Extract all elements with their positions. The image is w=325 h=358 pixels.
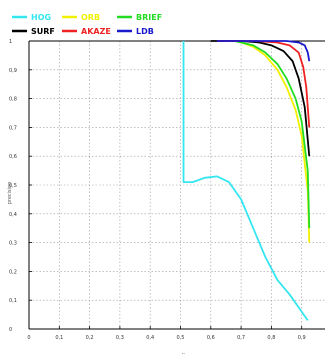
data-series [182,40,311,321]
y-tick-label: 0,8 [9,97,17,103]
y-tick-label: 0,9 [9,68,17,74]
y-tick-label: 1 [9,39,12,45]
legend-label-brief: BRIEF [136,13,162,22]
axes: 0 0,1 0,2 0,3 0,4 0,5 0,6 0,7 0,8 0,9 1 0 0,1 0,2 0,3 0… [9,39,325,341]
x-tick-label: 0,4 [146,335,154,341]
series-line-ldb [216,40,311,62]
y-tick-label: 0,6 [9,154,17,160]
y-tick-label: 0,3 [9,241,17,247]
y-tick-label: 0 [9,327,12,333]
legend-label-hog: HOG [31,13,51,22]
series-line-hog [182,41,309,321]
y-tick-label: 0,4 [9,212,17,218]
series-line-brief [216,40,311,229]
y-tick-label: 0,2 [9,269,17,275]
legend-label-akaze: AKAZE [81,27,111,36]
y-tick-label: 0,7 [9,125,17,131]
y-tick-label: 0,1 [9,298,17,304]
y-axis-label: precision [7,182,13,205]
legend-label-surf: SURF [31,27,55,36]
x-tick-label: 0,2 [86,335,94,341]
x-tick-label: 0 [27,335,30,341]
grid-lines [29,41,325,329]
x-tick-label: 0,7 [237,335,245,341]
x-tick-label: 0,3 [116,335,124,341]
legend-label-orb: ORB [81,13,100,22]
legend-label-ldb: LDB [136,27,154,36]
x-tick-label: 0,9 [298,335,306,341]
x-tick-label: 0,6 [207,335,215,341]
x-tick-label: 0,5 [177,335,185,341]
legend: HOG ORB BRIEF SURF AKAZE LDB [12,13,162,36]
x-tick-label: 0,1 [55,335,63,341]
y-tick-label: 0,5 [9,183,17,189]
x-tick-label: 0,8 [267,335,275,341]
